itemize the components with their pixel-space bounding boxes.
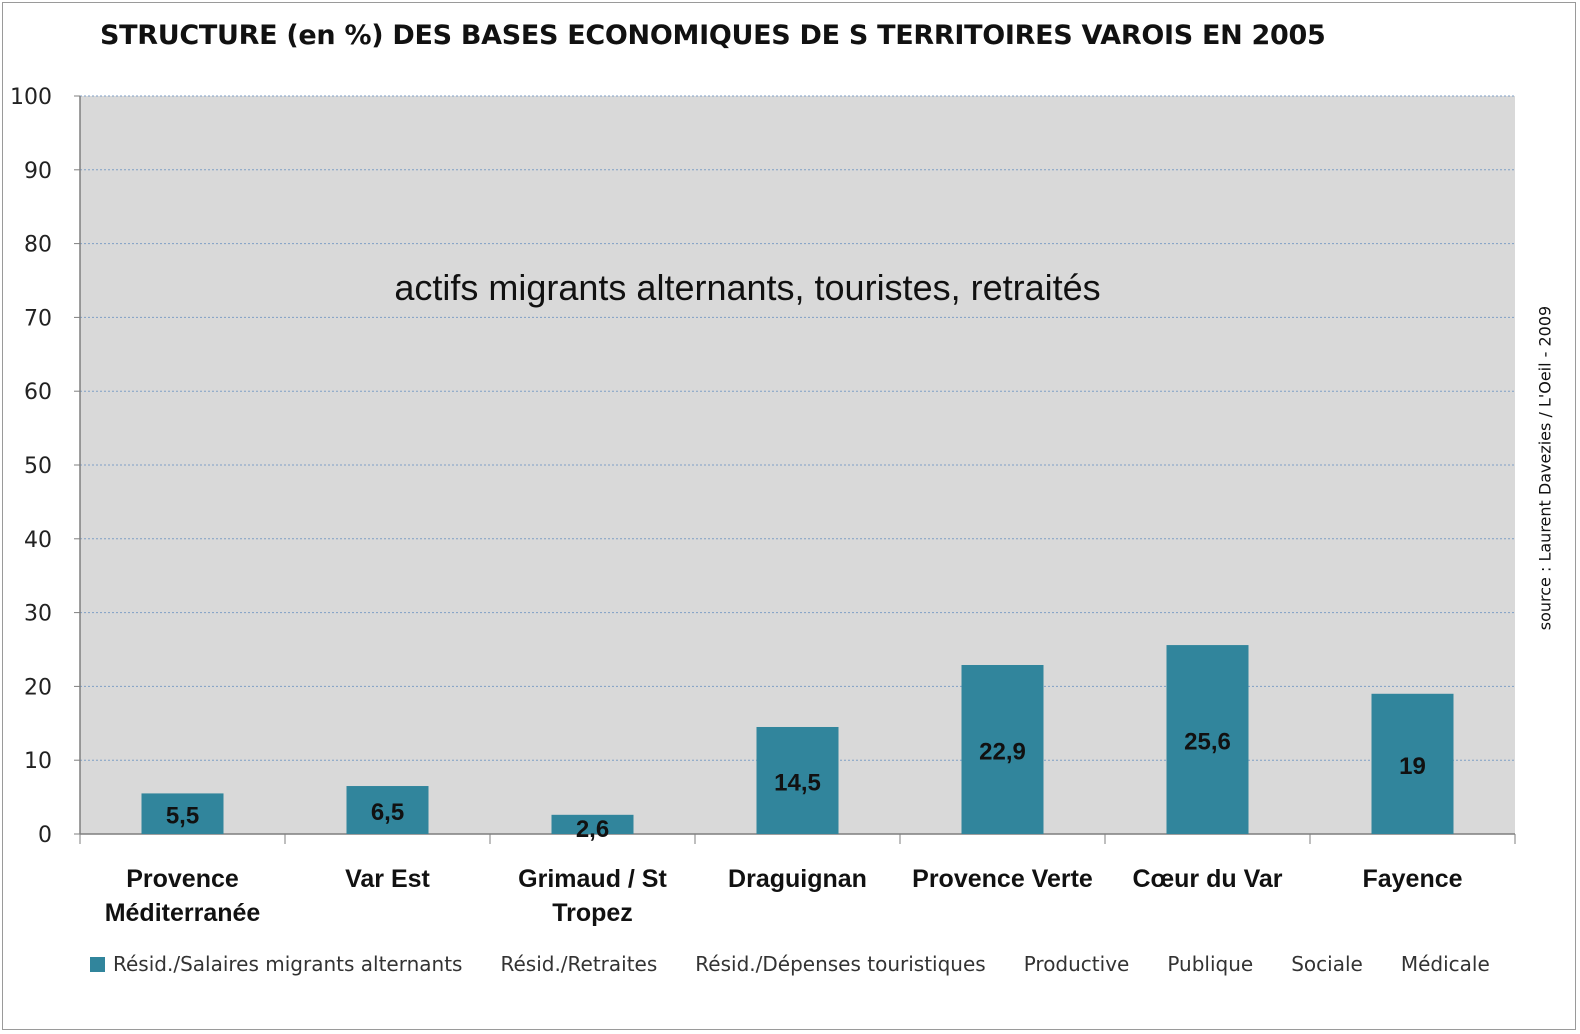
bar-data-label: 25,6: [1184, 729, 1231, 756]
legend-item: Résid./Retraites: [492, 952, 657, 976]
x-category-label: Var Est: [345, 865, 430, 893]
legend-swatch: [90, 956, 105, 972]
x-category-label: Draguignan: [728, 865, 867, 893]
bar: [1166, 645, 1249, 834]
bar-data-label: 2,6: [576, 816, 609, 843]
legend-label: Résid./Retraites: [500, 952, 658, 976]
y-tick-label: 100: [10, 85, 52, 110]
legend-label: Publique: [1167, 952, 1254, 976]
y-tick-label: 10: [24, 749, 52, 774]
chart-title: STRUCTURE (en %) DES BASES ECONOMIQUES D…: [100, 20, 1326, 51]
x-category-label: Cœur du Var: [1132, 865, 1282, 893]
x-category-label: Provence Verte: [912, 865, 1093, 893]
bar: [756, 726, 839, 834]
bar: [961, 664, 1044, 834]
source-note: source : Laurent Davezies / L'Oeil - 200…: [1535, 305, 1555, 631]
bar: [141, 793, 224, 834]
y-tick-label: 70: [24, 306, 52, 331]
legend-item: Résid./Dépenses touristiques: [687, 952, 985, 976]
y-tick-label: 80: [24, 233, 52, 258]
y-tick-label: 40: [24, 528, 52, 553]
legend-label: Résid./Dépenses touristiques: [695, 952, 986, 976]
legend-label: Sociale: [1291, 952, 1363, 976]
y-tick-label: 90: [24, 159, 52, 184]
legend-label: Médicale: [1400, 952, 1490, 976]
chart-legend: Résid./Salaires migrants alternants Résid…: [90, 950, 1520, 978]
y-tick-label: 60: [24, 380, 52, 405]
bar-data-label: 6,5: [371, 799, 404, 826]
y-tick-label: 30: [24, 602, 52, 627]
bar-data-label: 5,5: [166, 803, 199, 830]
bar-data-label: 14,5: [774, 769, 821, 796]
x-category-label: Grimaud / St: [518, 865, 667, 893]
bar: [1371, 693, 1454, 834]
bar-data-label: 19: [1399, 753, 1426, 780]
legend-item: Médicale: [1393, 952, 1490, 976]
legend-item: Productive: [1016, 952, 1130, 976]
y-tick-label: 20: [24, 675, 52, 700]
legend-label: Résid./Salaires migrants alternants: [113, 952, 463, 976]
bar-data-label: 22,9: [979, 738, 1026, 765]
x-category-label: Fayence: [1362, 865, 1462, 893]
bar: [551, 814, 634, 834]
legend-label: Productive: [1023, 952, 1130, 976]
legend-item: Publique: [1159, 952, 1253, 976]
y-tick-label: 50: [24, 454, 52, 479]
legend-item: Résid./Salaires migrants alternants: [90, 952, 462, 976]
bar: [346, 786, 429, 834]
plot-annotation: actifs migrants alternants, touristes, r…: [394, 267, 1100, 308]
legend-item: Sociale: [1283, 952, 1363, 976]
x-category-label: Provence: [126, 865, 239, 893]
x-category-label: Méditerranée: [105, 899, 261, 927]
x-category-label: Tropez: [552, 899, 633, 927]
y-tick-label: 0: [38, 823, 52, 848]
